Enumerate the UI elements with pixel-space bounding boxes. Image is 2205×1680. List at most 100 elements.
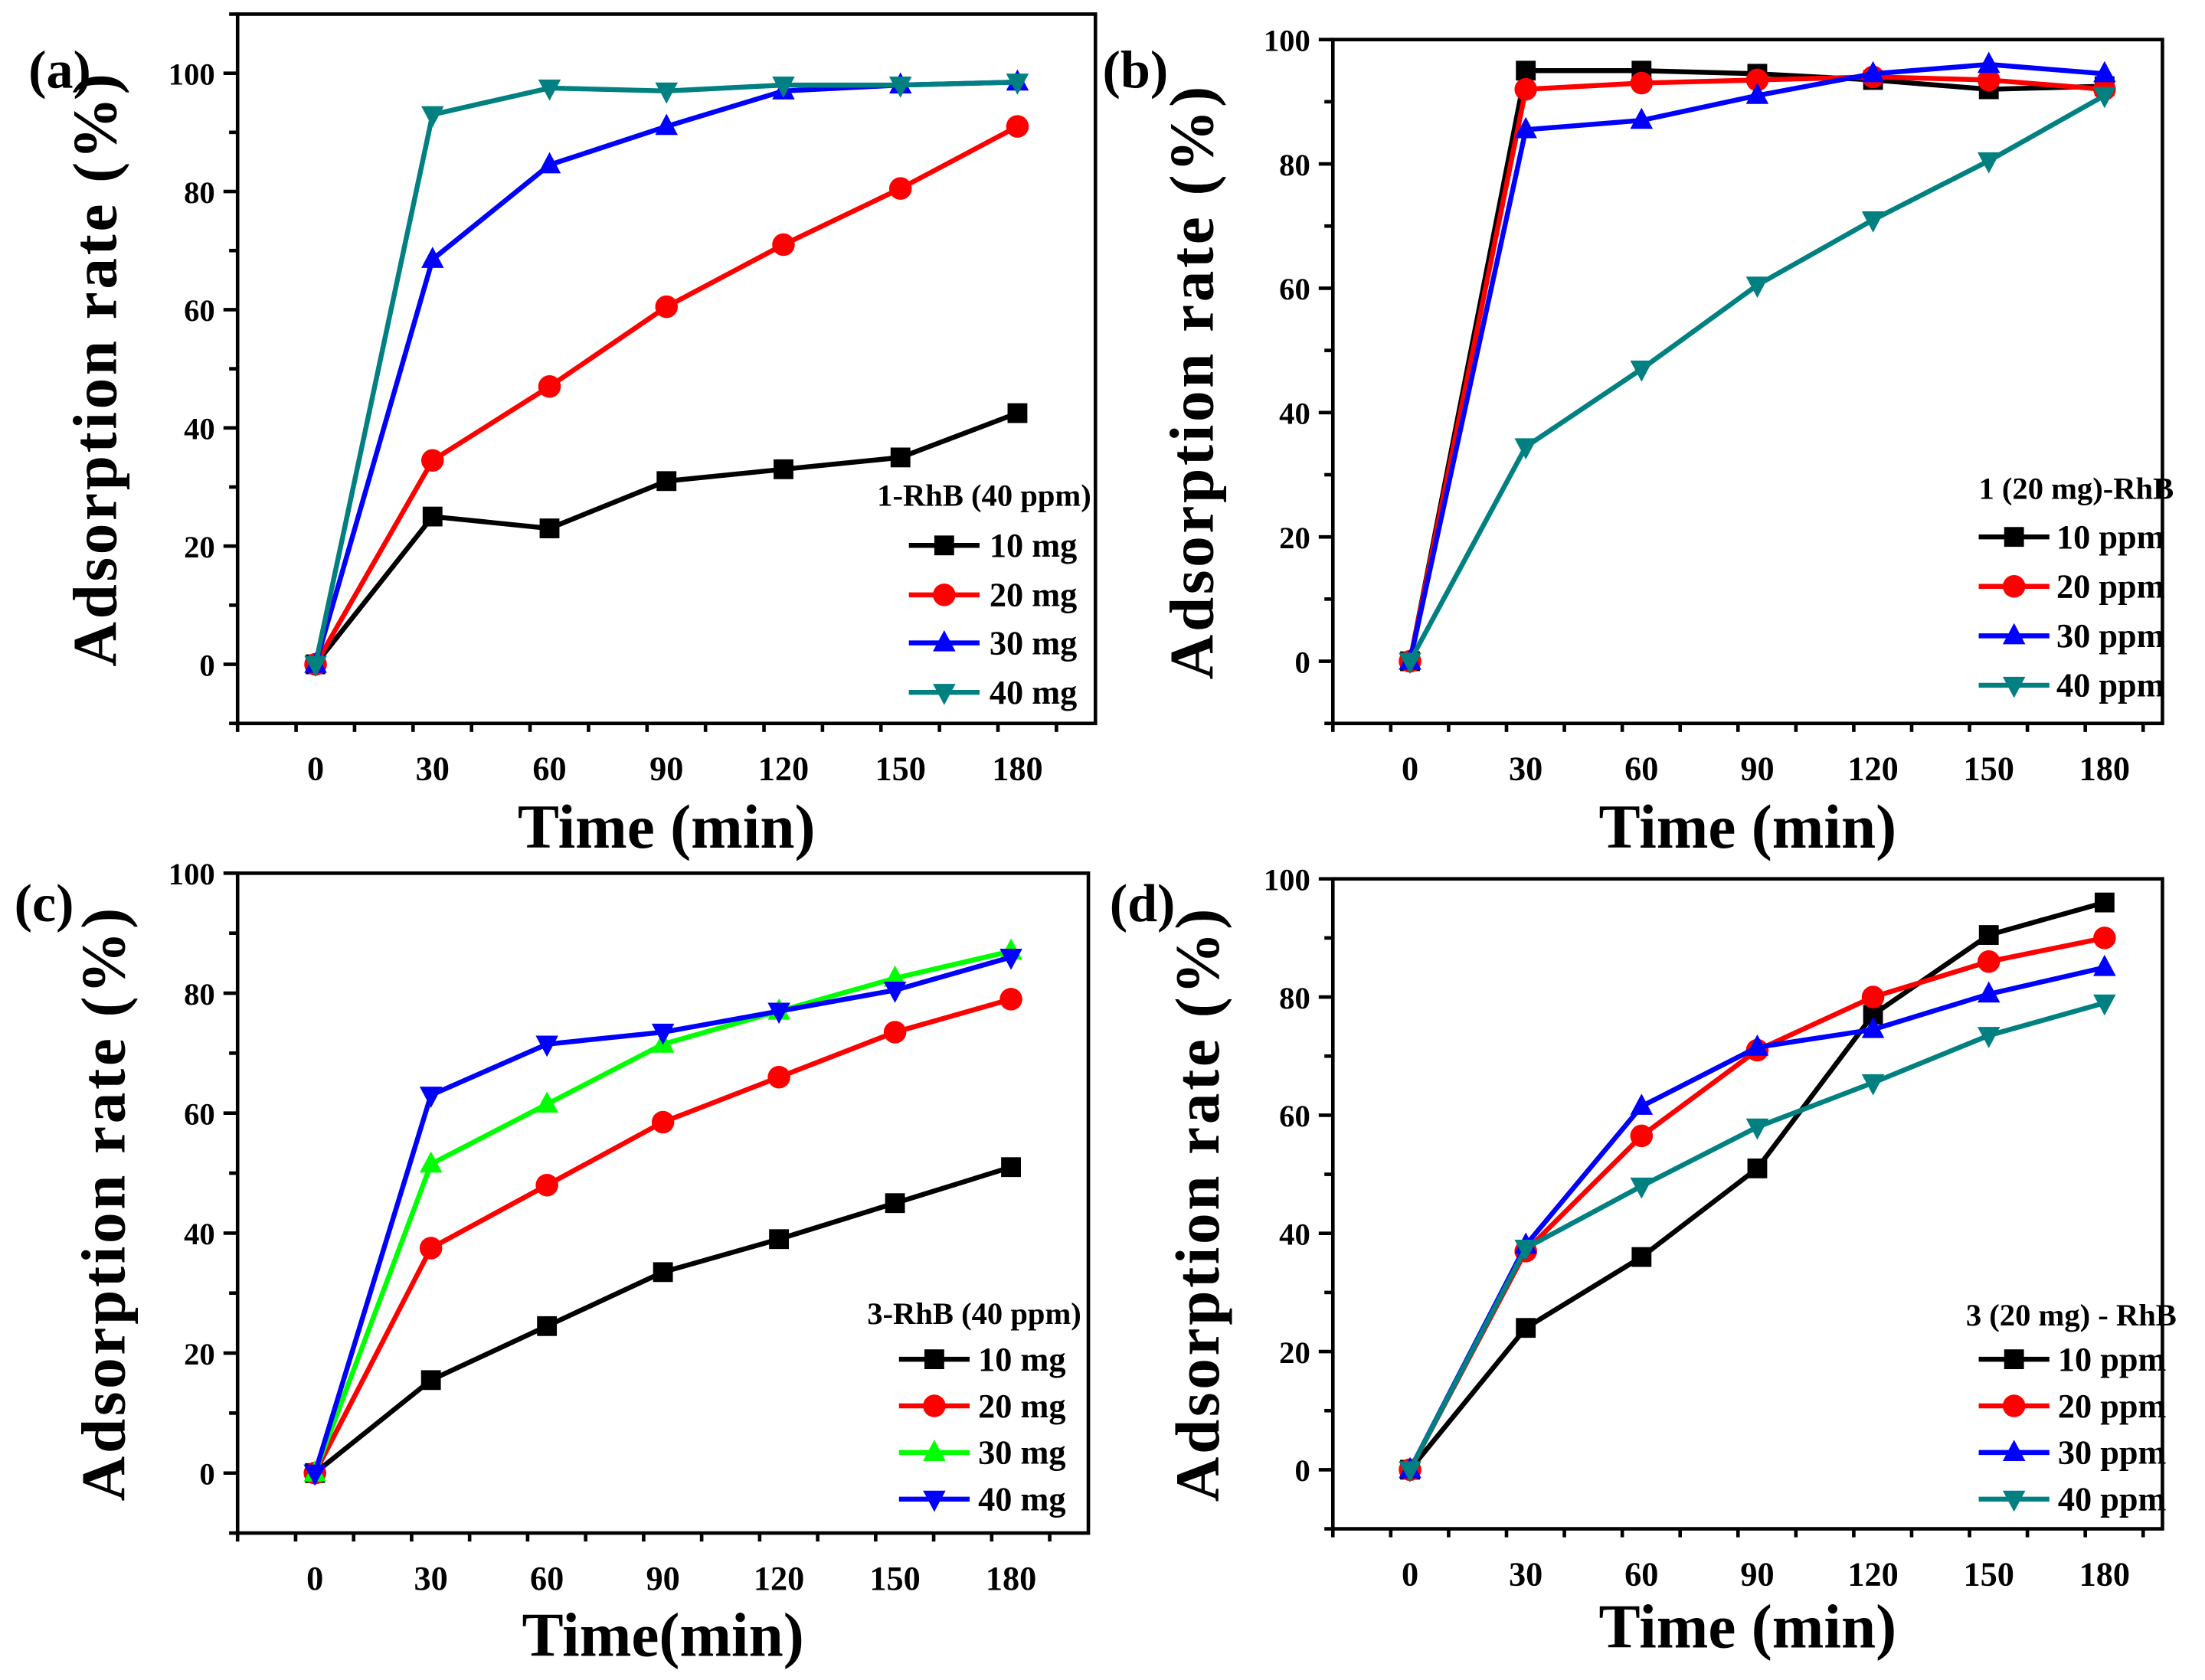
series-line	[312, 996, 1012, 1475]
series-20-mg	[303, 988, 1022, 1485]
x-axis-label: Time (min)	[1599, 793, 1897, 861]
data-point	[767, 1002, 790, 1025]
data-point	[1745, 83, 1769, 104]
data-point	[1861, 985, 1885, 1008]
series-40-mg	[303, 948, 1022, 1486]
data-point	[772, 77, 795, 98]
series-line	[1408, 900, 2105, 1472]
data-point	[999, 948, 1022, 970]
data-point	[1977, 981, 2001, 1003]
data-point	[1977, 950, 2001, 973]
legend-marker	[2002, 623, 2026, 645]
series-line	[312, 79, 1018, 665]
series-40-ppm	[1399, 994, 2116, 1483]
data-point	[2093, 87, 2116, 109]
x-tick-label: 180	[992, 750, 1042, 788]
chart-panel-a: 0 30 60 90 120 150 180 0 20 40 60 80 100 Time (min) Ad…	[28, 12, 1098, 861]
data-point	[655, 113, 679, 136]
y-tick-label: 20	[1279, 1335, 1310, 1370]
data-point	[538, 152, 561, 174]
legend-title: 3 (20 mg) - RhB	[1966, 1298, 2177, 1332]
y-tick-label: 60	[1279, 1099, 1310, 1133]
data-point	[999, 988, 1022, 1011]
legend-entry: 20 ppm	[1978, 568, 2165, 606]
x-tick-label: 120	[758, 750, 809, 788]
data-point	[421, 106, 444, 128]
x-tick-label: 30	[414, 1560, 448, 1597]
legend-label: 30 mg	[978, 1434, 1065, 1472]
legend-marker	[933, 629, 956, 652]
legend-label: 20 mg	[990, 577, 1077, 614]
data-point	[421, 247, 444, 268]
x-tick-label: 60	[532, 750, 566, 788]
legend-marker	[2002, 676, 2026, 698]
legend-marker	[2002, 575, 2026, 598]
series-10-mg	[305, 1157, 1021, 1483]
y-tick-label: 0	[1294, 1453, 1310, 1488]
legend-entry: 30 mg	[908, 624, 1077, 662]
legend-label: 40 mg	[978, 1481, 1065, 1518]
legend-marker	[924, 1349, 944, 1370]
y-tick-label: 20	[184, 530, 215, 564]
data-point	[1399, 652, 1421, 675]
plot-frame	[1330, 877, 2164, 1531]
x-tick-label: 180	[986, 1560, 1036, 1597]
data-point	[1630, 1177, 1654, 1199]
legend-label: 10 mg	[990, 527, 1077, 564]
x-tick-label: 120	[1847, 750, 1898, 788]
data-point	[1861, 1074, 1885, 1096]
y-axis-label: Adsorption rate (%)	[1163, 906, 1232, 1502]
data-point	[1516, 60, 1536, 81]
x-tick-label: 180	[2079, 1555, 2130, 1593]
y-tick-label: 0	[1294, 645, 1310, 679]
x-tick-label: 30	[416, 750, 450, 788]
data-point	[1006, 115, 1029, 138]
y-axis-label: Adsorption rate (%)	[70, 905, 139, 1501]
x-tick-label: 150	[1964, 1555, 2014, 1593]
data-point	[1745, 68, 1769, 92]
data-point	[538, 375, 561, 398]
series-10-ppm	[1400, 892, 2115, 1480]
legend-label: 20 ppm	[2058, 1387, 2167, 1425]
legend-label: 30 ppm	[2058, 1434, 2167, 1472]
series-40-mg	[304, 74, 1029, 678]
x-tick-label: 60	[1624, 750, 1658, 788]
data-point	[1861, 211, 1885, 233]
series-30-mg	[304, 69, 1029, 673]
data-point	[885, 1193, 905, 1214]
x-tick-label: 90	[1740, 750, 1774, 788]
series-line	[1407, 74, 2105, 662]
data-point	[535, 1173, 558, 1197]
series-10-mg	[306, 403, 1028, 675]
series-line	[313, 124, 1019, 666]
data-point	[1861, 1016, 1885, 1038]
chart-panel-b: 0 30 60 90 120 150 180 0 20 40 60 80 100 Time (min) Ad…	[1103, 23, 2174, 861]
x-tick-label: 120	[754, 1560, 804, 1597]
x-tick-label: 0	[307, 750, 324, 788]
x-tick-label: 30	[1509, 750, 1543, 788]
legend-label: 40 ppm	[2056, 667, 2165, 704]
legend-label: 10 ppm	[2056, 518, 2165, 556]
panel-label: (c)	[15, 874, 74, 933]
legend-marker	[2004, 1349, 2024, 1370]
x-tick-label: 90	[1740, 1555, 1774, 1593]
data-point	[535, 1035, 558, 1057]
legend-entry: 40 mg	[898, 1481, 1065, 1518]
plot-frame	[1330, 38, 2164, 726]
data-point	[421, 449, 444, 472]
y-tick-label: 60	[1279, 272, 1310, 306]
x-tick-label: 60	[1624, 1555, 1658, 1593]
series-30-ppm	[1399, 51, 2116, 670]
data-point	[772, 233, 795, 257]
y-tick-label: 100	[1264, 23, 1310, 57]
data-point	[656, 471, 677, 492]
data-point	[655, 82, 679, 104]
legend-marker	[934, 535, 954, 556]
legend-label: 20 mg	[978, 1387, 1065, 1425]
data-point	[1631, 1247, 1652, 1267]
panel-label: (b)	[1103, 41, 1169, 100]
plot-frame	[235, 871, 1091, 1535]
data-point	[2093, 994, 2116, 1016]
y-tick-label: 0	[199, 648, 214, 682]
